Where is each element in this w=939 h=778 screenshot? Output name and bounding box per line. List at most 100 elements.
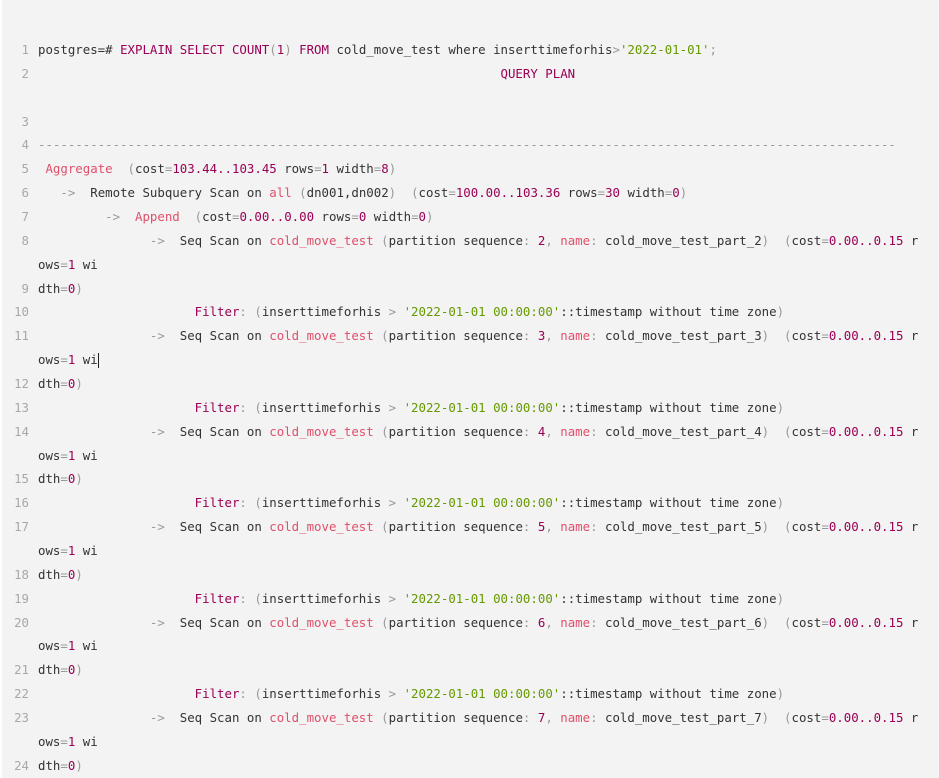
code-token — [38, 233, 150, 248]
code-token: ::timestamp without time zone — [560, 495, 777, 511]
code-token: ( — [784, 519, 792, 535]
code-token: Filter — [194, 304, 240, 320]
code-token: cold_move_test where inserttimeforhis — [328, 42, 613, 57]
code-text: -> Seq Scan on cold_move_test (partition… — [38, 420, 918, 444]
code-token: ) — [761, 710, 770, 726]
code-token: : — [522, 614, 538, 630]
code-token: 0.00..0.15 — [828, 710, 904, 726]
code-token: : — [590, 423, 605, 439]
code-text: -> Seq Scan on cold_move_test (partition… — [38, 324, 918, 348]
code-token: cost — [791, 423, 822, 439]
code-token: = — [60, 566, 68, 582]
code-token: partition sequence — [388, 710, 523, 726]
code-line: 22 Filter: (inserttimeforhis > '2022-01-… — [2, 682, 939, 706]
code-token: = — [60, 376, 68, 392]
code-token: 0 — [67, 376, 76, 392]
code-token: cold_move_test — [269, 328, 374, 344]
code-token: 100.00..103.36 — [455, 185, 561, 201]
code-token: cold_move_test — [269, 423, 374, 439]
code-token: dth — [38, 280, 61, 296]
code-token: ows — [38, 733, 61, 749]
code-token: ( — [784, 328, 792, 344]
code-token: = — [60, 733, 68, 749]
code-token: = — [664, 185, 673, 201]
code-token: -> — [105, 209, 121, 225]
code-token: ) — [776, 495, 785, 511]
code-token: 7 — [537, 710, 546, 726]
code-token: dth — [38, 757, 61, 773]
code-token: rows — [276, 161, 315, 177]
code-token: : — [590, 519, 605, 535]
line-number: 13 — [14, 399, 29, 415]
code-token: = — [448, 185, 456, 201]
code-token: name — [560, 232, 591, 248]
code-token: , — [545, 614, 561, 630]
code-token: r — [903, 423, 919, 439]
code-line: 2 QUERY PLAN — [2, 62, 939, 86]
code-token — [396, 400, 403, 415]
code-line-wrap: ows=1 wi — [2, 253, 939, 277]
code-token: Seq Scan on — [164, 614, 270, 630]
code-token: > — [388, 304, 397, 320]
code-token: inserttimeforhis — [261, 590, 389, 606]
code-token: r — [903, 614, 919, 630]
code-token: -> — [60, 185, 76, 201]
line-number: 1 — [21, 42, 29, 57]
code-token: = — [60, 447, 68, 463]
code-token: '2022-01-01 00:00:00' — [403, 590, 561, 606]
code-token: wi — [75, 352, 98, 368]
code-token: = — [821, 328, 829, 344]
code-token — [38, 591, 195, 606]
code-token: partition sequence — [388, 614, 523, 630]
code-token: = — [164, 161, 173, 177]
code-token: wi — [75, 447, 98, 463]
code-line: 1 postgres=# EXPLAIN SELECT COUNT(1) FROM… — [2, 38, 939, 62]
code-text: dth=0) — [38, 467, 83, 491]
code-token: wi — [75, 733, 98, 749]
code-token: = — [60, 471, 68, 487]
code-line-wrap: ows=1 wi — [2, 730, 939, 754]
code-token: Seq Scan on — [164, 423, 270, 439]
code-token — [38, 304, 195, 319]
code-token: Filter — [194, 686, 240, 702]
code-token: r — [903, 519, 919, 535]
code-text: ows=1 wi — [38, 634, 98, 658]
code-text: dth=0) — [38, 277, 83, 301]
code-token: ( — [381, 614, 389, 630]
code-token: Seq Scan on — [164, 328, 270, 344]
code-token — [38, 686, 195, 701]
code-line: 8 -> Seq Scan on cold_move_test (partiti… — [2, 229, 939, 253]
code-line: 16 Filter: (inserttimeforhis > '2022-01-… — [2, 491, 939, 515]
code-token: = — [351, 209, 359, 225]
code-text: QUERY PLAN — [38, 62, 576, 86]
code-line: 11 -> Seq Scan on cold_move_test (partit… — [2, 324, 939, 348]
code-token: ) — [761, 232, 770, 248]
code-token: dth — [38, 471, 61, 487]
code-token — [769, 424, 784, 439]
code-text: -> Seq Scan on cold_move_test (partition… — [38, 515, 918, 539]
code-token: ( — [381, 328, 389, 344]
code-line: 6 -> Remote Subquery Scan on all (dn001,… — [2, 181, 939, 205]
code-text: Filter: (inserttimeforhis > '2022-01-01 … — [38, 682, 784, 706]
line-number: 18 — [14, 566, 29, 582]
line-number: 16 — [14, 495, 29, 511]
code-token: 6 — [537, 614, 546, 630]
code-token: 30 — [605, 185, 620, 201]
code-token: ) — [761, 328, 770, 344]
code-token: : — [522, 423, 538, 439]
code-token: ; — [709, 42, 717, 57]
code-token: ( — [784, 232, 792, 248]
code-token — [769, 710, 784, 725]
code-text: dth=0) — [38, 754, 83, 778]
code-token: -> — [149, 423, 165, 439]
code-token: width — [329, 161, 374, 177]
code-token: ( — [381, 423, 389, 439]
code-line-wrap: ows=1 wi — [2, 444, 939, 468]
code-token: > — [388, 686, 397, 702]
code-token: 0 — [418, 209, 427, 225]
code-token: EXPLAIN SELECT COUNT — [120, 42, 270, 57]
code-token: ::timestamp without time zone — [560, 399, 777, 415]
code-token: partition sequence — [388, 519, 523, 535]
code-token: ) — [776, 304, 785, 320]
